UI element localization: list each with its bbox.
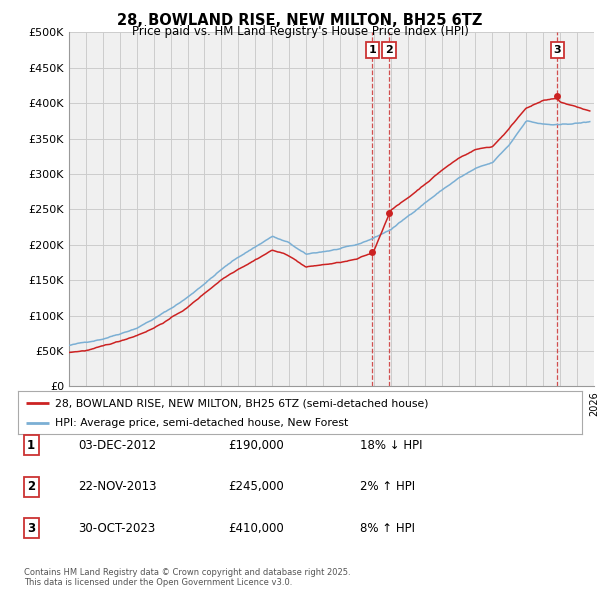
Text: 2: 2 <box>385 45 393 55</box>
Text: 28, BOWLAND RISE, NEW MILTON, BH25 6TZ: 28, BOWLAND RISE, NEW MILTON, BH25 6TZ <box>118 13 482 28</box>
Text: £190,000: £190,000 <box>228 439 284 452</box>
Text: 03-DEC-2012: 03-DEC-2012 <box>78 439 156 452</box>
Text: 2: 2 <box>27 480 35 493</box>
Text: 1: 1 <box>368 45 376 55</box>
Text: £245,000: £245,000 <box>228 480 284 493</box>
Text: 3: 3 <box>553 45 561 55</box>
Text: 3: 3 <box>27 522 35 535</box>
Text: £410,000: £410,000 <box>228 522 284 535</box>
Text: 8% ↑ HPI: 8% ↑ HPI <box>360 522 415 535</box>
Text: 30-OCT-2023: 30-OCT-2023 <box>78 522 155 535</box>
Text: HPI: Average price, semi-detached house, New Forest: HPI: Average price, semi-detached house,… <box>55 418 348 428</box>
Text: Price paid vs. HM Land Registry's House Price Index (HPI): Price paid vs. HM Land Registry's House … <box>131 25 469 38</box>
Text: 22-NOV-2013: 22-NOV-2013 <box>78 480 157 493</box>
Text: 2% ↑ HPI: 2% ↑ HPI <box>360 480 415 493</box>
Text: 1: 1 <box>27 439 35 452</box>
Text: Contains HM Land Registry data © Crown copyright and database right 2025.
This d: Contains HM Land Registry data © Crown c… <box>24 568 350 587</box>
Text: 28, BOWLAND RISE, NEW MILTON, BH25 6TZ (semi-detached house): 28, BOWLAND RISE, NEW MILTON, BH25 6TZ (… <box>55 398 428 408</box>
Text: 18% ↓ HPI: 18% ↓ HPI <box>360 439 422 452</box>
